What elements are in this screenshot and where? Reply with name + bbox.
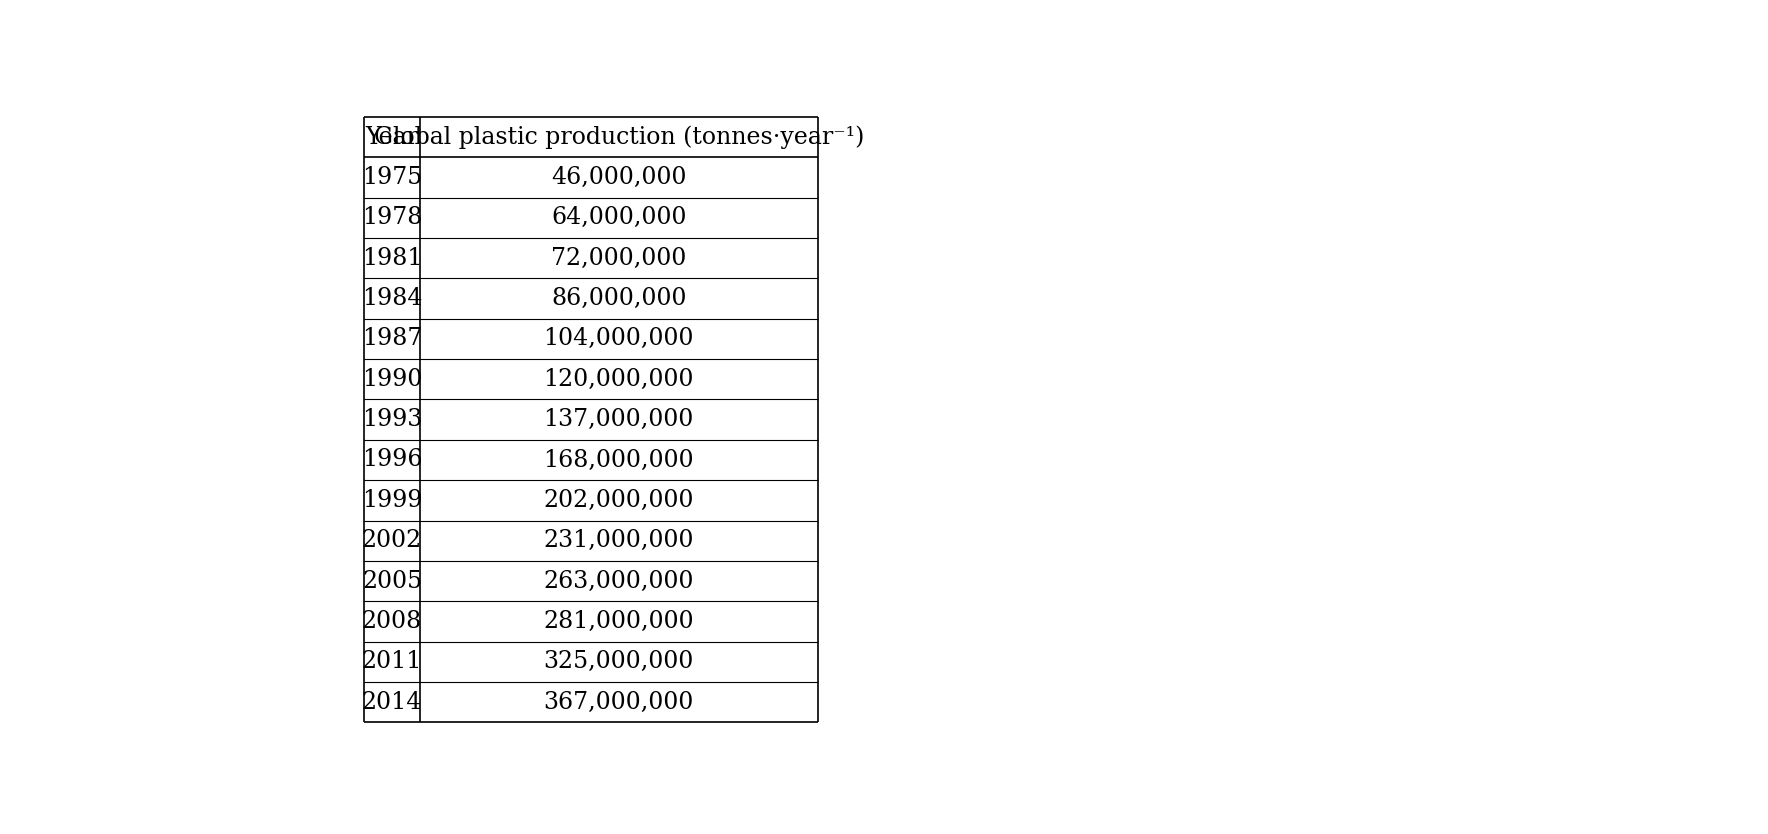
Text: 2005: 2005 (362, 570, 423, 592)
Text: 1984: 1984 (362, 287, 423, 310)
Text: 202,000,000: 202,000,000 (543, 489, 695, 512)
Text: 120,000,000: 120,000,000 (543, 368, 695, 391)
Text: 1990: 1990 (362, 368, 423, 391)
Text: 281,000,000: 281,000,000 (543, 610, 695, 633)
Text: 1981: 1981 (362, 247, 423, 269)
Text: 1993: 1993 (362, 408, 423, 431)
Text: 367,000,000: 367,000,000 (543, 691, 693, 714)
Text: 64,000,000: 64,000,000 (552, 206, 686, 229)
Text: 2002: 2002 (362, 530, 423, 552)
Text: 1987: 1987 (362, 328, 423, 350)
Text: 263,000,000: 263,000,000 (543, 570, 695, 592)
Text: 325,000,000: 325,000,000 (543, 651, 693, 673)
Text: 1999: 1999 (362, 489, 423, 512)
Text: Year: Year (366, 126, 419, 148)
Text: Global plastic production (tonnes·year⁻¹): Global plastic production (tonnes·year⁻¹… (373, 125, 865, 149)
Text: 2014: 2014 (362, 691, 423, 714)
Text: 104,000,000: 104,000,000 (543, 328, 695, 350)
Text: 1978: 1978 (362, 206, 423, 229)
Text: 1996: 1996 (362, 449, 423, 471)
Text: 72,000,000: 72,000,000 (552, 247, 686, 269)
Text: 168,000,000: 168,000,000 (543, 449, 695, 471)
Text: 137,000,000: 137,000,000 (543, 408, 693, 431)
Text: 46,000,000: 46,000,000 (552, 166, 686, 189)
Text: 2008: 2008 (362, 610, 423, 633)
Text: 86,000,000: 86,000,000 (552, 287, 686, 310)
Text: 1975: 1975 (362, 166, 423, 189)
Text: 2011: 2011 (362, 651, 423, 673)
Text: 231,000,000: 231,000,000 (543, 530, 695, 552)
